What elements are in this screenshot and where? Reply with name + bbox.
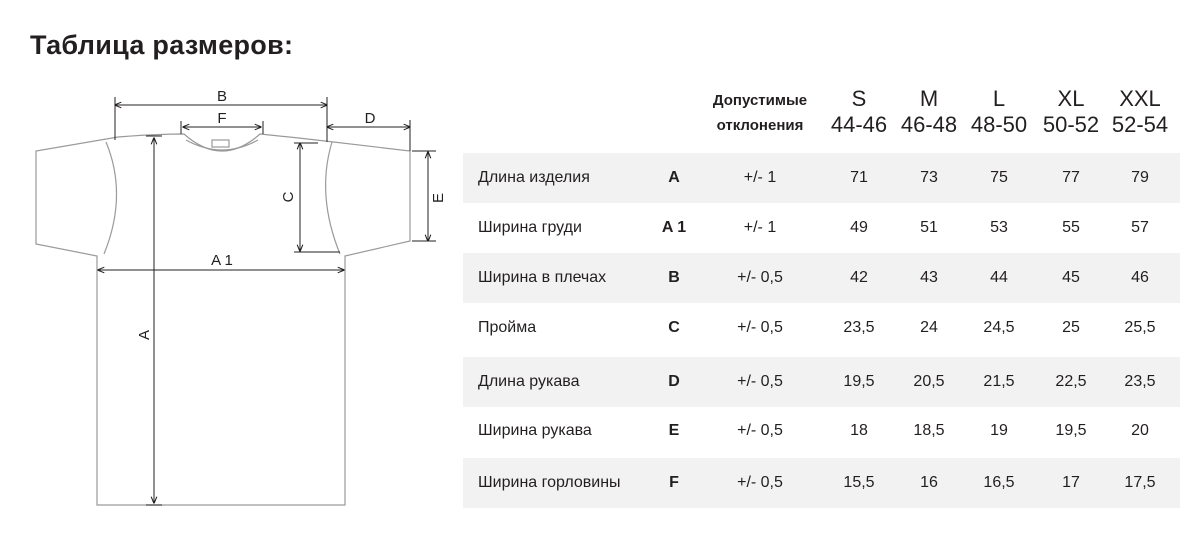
size-letter: L bbox=[992, 86, 1006, 111]
value-xl: 45 bbox=[1062, 269, 1080, 286]
size-header-xl: XL 50-52 bbox=[1036, 86, 1106, 138]
row-tolerance: +/- 0,5 bbox=[737, 269, 783, 286]
value-m: 24 bbox=[920, 319, 938, 336]
row-tolerance: +/- 1 bbox=[743, 219, 777, 236]
row-tolerance: +/- 0,5 bbox=[737, 474, 783, 491]
row-label: Ширина груди bbox=[478, 219, 582, 236]
row-tolerance: +/- 1 bbox=[743, 169, 777, 186]
value-s: 23,5 bbox=[843, 319, 875, 336]
table-row: Пройма C +/- 0,5 23,5 24 24,5 25 25,5 bbox=[463, 303, 1180, 353]
row-label: Длина рукава bbox=[478, 373, 580, 390]
row-tolerance: +/- 0,5 bbox=[737, 373, 783, 390]
row-code: A 1 bbox=[661, 219, 687, 236]
row-label: Ширина рукава bbox=[478, 422, 592, 439]
row-label: Ширина горловины bbox=[478, 474, 621, 491]
table-row: Ширина горловины F +/- 0,5 15,5 16 16,5 … bbox=[463, 458, 1180, 508]
value-xl: 55 bbox=[1062, 219, 1080, 236]
dimension-lines bbox=[98, 97, 436, 506]
tshirt-diagram: B F D C E A 1 A bbox=[35, 88, 447, 506]
size-range: 44-46 bbox=[830, 112, 888, 137]
value-s: 42 bbox=[850, 269, 868, 286]
row-tolerance: +/- 0,5 bbox=[737, 319, 783, 336]
row-code: D bbox=[668, 373, 680, 390]
tshirt-outline bbox=[35, 133, 411, 506]
value-l: 44 bbox=[990, 269, 1008, 286]
dim-label-c: C bbox=[280, 191, 297, 202]
value-m: 51 bbox=[920, 219, 938, 236]
size-header-xxl: XXL 52-54 bbox=[1105, 86, 1175, 138]
dim-label-b: B bbox=[217, 88, 227, 105]
row-label: Пройма bbox=[478, 319, 537, 336]
value-xl: 22,5 bbox=[1055, 373, 1087, 390]
size-range: 46-48 bbox=[900, 112, 958, 137]
value-l: 16,5 bbox=[983, 474, 1015, 491]
value-xxl: 23,5 bbox=[1124, 373, 1156, 390]
size-letter: S bbox=[851, 86, 867, 111]
value-xl: 77 bbox=[1062, 169, 1080, 186]
size-range: 48-50 bbox=[970, 112, 1028, 137]
value-l: 19 bbox=[990, 422, 1008, 439]
value-m: 73 bbox=[920, 169, 938, 186]
row-code: A bbox=[668, 169, 680, 186]
value-xxl: 79 bbox=[1131, 169, 1149, 186]
value-m: 16 bbox=[920, 474, 938, 491]
size-header-l: L 48-50 bbox=[964, 86, 1034, 138]
row-tolerance: +/- 0,5 bbox=[737, 422, 783, 439]
row-code: F bbox=[669, 474, 679, 491]
table-row: Ширина рукава E +/- 0,5 18 18,5 19 19,5 … bbox=[463, 406, 1180, 456]
page-title: Таблица размеров: bbox=[30, 30, 294, 60]
value-xl: 19,5 bbox=[1055, 422, 1087, 439]
value-m: 43 bbox=[920, 269, 938, 286]
size-range: 50-52 bbox=[1042, 112, 1100, 137]
value-m: 18,5 bbox=[913, 422, 945, 439]
value-xxl: 17,5 bbox=[1124, 474, 1156, 491]
value-xl: 17 bbox=[1062, 474, 1080, 491]
tolerance-header: Допустимые отклонения bbox=[690, 88, 830, 138]
size-header-s: S 44-46 bbox=[824, 86, 894, 138]
value-s: 71 bbox=[850, 169, 868, 186]
row-code: B bbox=[668, 269, 680, 286]
value-s: 19,5 bbox=[843, 373, 875, 390]
value-xxl: 25,5 bbox=[1124, 319, 1156, 336]
value-l: 53 bbox=[990, 219, 1008, 236]
dim-label-e: E bbox=[430, 193, 447, 203]
size-letter: M bbox=[919, 86, 939, 111]
value-l: 24,5 bbox=[983, 319, 1015, 336]
dim-label-a1: A 1 bbox=[211, 252, 233, 269]
tolerance-header-line-2: отклонения bbox=[716, 117, 804, 134]
size-letter: XL bbox=[1057, 86, 1085, 111]
value-s: 15,5 bbox=[843, 474, 875, 491]
dim-label-a: A bbox=[136, 330, 153, 340]
table-row: Ширина груди A 1 +/- 1 49 51 53 55 57 bbox=[463, 203, 1180, 253]
dim-label-f: F bbox=[217, 110, 226, 127]
row-code: E bbox=[668, 422, 680, 439]
table-row: Длина изделия A +/- 1 71 73 75 77 79 bbox=[463, 153, 1180, 203]
tolerance-header-line-1: Допустимые bbox=[712, 92, 808, 109]
size-header-m: M 46-48 bbox=[894, 86, 964, 138]
row-code: C bbox=[668, 319, 680, 336]
value-l: 21,5 bbox=[983, 373, 1015, 390]
value-m: 20,5 bbox=[913, 373, 945, 390]
table-row: Ширина в плечах B +/- 0,5 42 43 44 45 46 bbox=[463, 253, 1180, 303]
value-xl: 25 bbox=[1062, 319, 1080, 336]
value-xxl: 57 bbox=[1131, 219, 1149, 236]
value-xxl: 46 bbox=[1131, 269, 1149, 286]
value-s: 18 bbox=[850, 422, 868, 439]
value-l: 75 bbox=[990, 169, 1008, 186]
row-label: Длина изделия bbox=[478, 169, 590, 186]
size-range: 52-54 bbox=[1111, 112, 1169, 137]
value-xxl: 20 bbox=[1131, 422, 1149, 439]
table-row: Длина рукава D +/- 0,5 19,5 20,5 21,5 22… bbox=[463, 357, 1180, 407]
row-label: Ширина в плечах bbox=[478, 269, 607, 286]
size-letter: XXL bbox=[1119, 86, 1161, 111]
dim-label-d: D bbox=[365, 110, 376, 127]
value-s: 49 bbox=[850, 219, 868, 236]
